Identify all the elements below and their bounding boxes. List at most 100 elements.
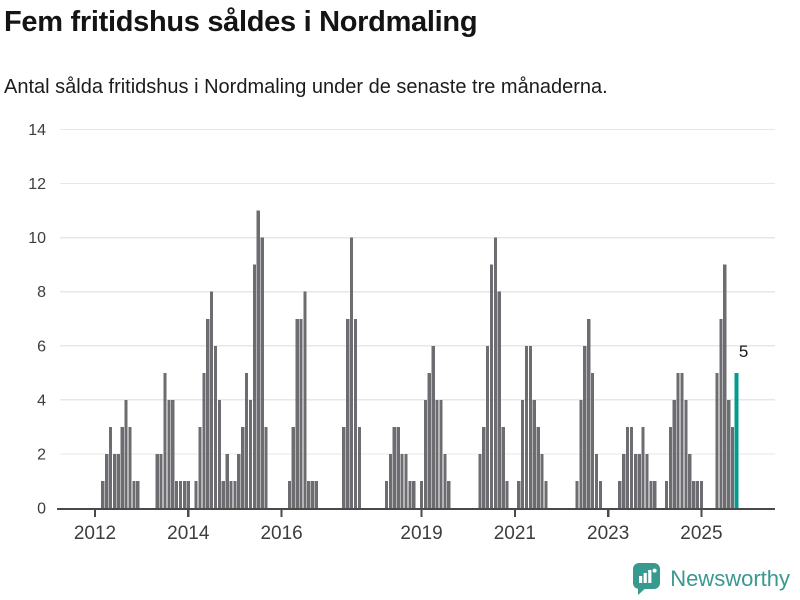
bar [544,480,548,508]
value-annotation: 5 [739,342,748,361]
bar [727,399,731,508]
bar [213,345,218,508]
bar [629,426,634,508]
bar [396,426,400,508]
bar [524,345,529,508]
y-tick-label: 0 [37,501,46,518]
newsworthy-logo-text: Newsworthy [670,566,790,591]
bar [423,399,428,508]
bar [229,480,233,508]
bar [637,453,641,508]
bar [252,264,256,508]
bar [384,480,389,508]
bar [392,426,396,508]
bar [171,399,175,508]
bar [645,453,649,508]
bar [175,480,179,508]
bar [536,426,540,508]
bar [221,480,225,508]
newsworthy-logo-icon [633,563,661,595]
bar [307,480,311,508]
bar [493,237,498,508]
bar [625,426,630,508]
x-tick-label: 2019 [400,523,442,544]
bar [342,426,346,508]
x-tick-label: 2012 [74,523,116,544]
bar [598,480,602,508]
bar [684,399,688,508]
bar [108,426,113,508]
bar [311,480,315,508]
bar [264,426,268,508]
bar [583,345,587,508]
bar [400,453,404,508]
bar [591,372,595,508]
bar [388,453,393,508]
y-axis-labels: 0 2 4 6 8 10 12 14 [28,122,46,518]
bar [256,210,260,509]
bar [521,399,525,508]
bar [241,426,245,508]
bar [688,453,692,508]
bar [206,318,210,508]
bar [186,480,190,508]
bar [587,318,591,508]
bar [579,399,583,508]
bar [641,426,645,508]
highlight-value-label: 5 [739,342,748,361]
bar [633,453,637,508]
bar [715,372,719,508]
bar [194,480,198,508]
bar [528,345,532,508]
bar [618,480,622,508]
bar [497,291,501,508]
bar [664,480,669,508]
page-subtitle: Antal sålda fritidshus i Nordmaling unde… [4,76,608,98]
bar [517,480,521,508]
bar [346,318,350,508]
x-tick-label: 2021 [494,523,536,544]
bar [431,345,435,508]
bar [233,480,237,508]
bar [291,426,295,508]
bar [124,399,128,508]
bar [120,426,124,508]
bar [719,318,723,508]
bar [412,480,416,508]
bar [408,480,412,508]
bar [217,399,221,508]
bar [260,237,264,508]
bar [132,480,136,508]
bars [101,210,739,509]
bar [178,480,183,508]
y-tick-label: 6 [37,338,46,355]
highlight-bar [734,372,739,508]
bar [443,453,447,508]
bar [349,237,354,508]
bar [489,264,494,508]
y-tick-label: 14 [28,122,46,139]
gridlines [60,128,775,455]
bar [287,480,291,508]
bar [404,453,408,508]
bar [482,426,486,508]
y-tick-label: 4 [37,392,46,409]
bar [575,480,579,508]
y-tick-label: 8 [37,284,46,301]
bar [676,372,680,508]
bar [159,453,163,508]
bar [101,480,105,508]
x-tick-label: 2023 [587,523,629,544]
bar [680,372,684,508]
y-tick-label: 2 [37,446,46,463]
bar [419,480,424,508]
y-tick-label: 10 [28,230,46,247]
x-tick-label: 2014 [167,523,210,544]
bar [112,453,117,508]
newsworthy-logo: Newsworthy [632,562,790,596]
bar [478,453,482,508]
bar [692,480,696,508]
bar [245,372,249,508]
